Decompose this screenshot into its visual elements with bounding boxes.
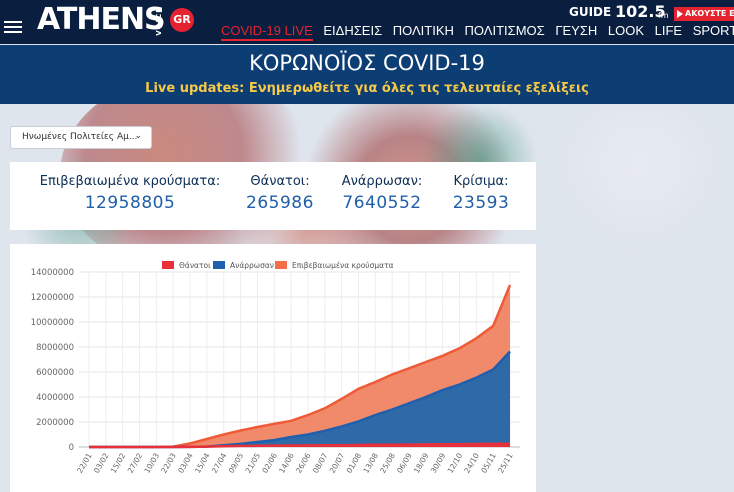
x-tick-label: 22/03 bbox=[159, 451, 178, 474]
nav-item-news[interactable]: ΕΙΔΗΣΕΙΣ bbox=[323, 23, 383, 38]
stat-confirmed-label: Επιβεβαιωμένα κρούσματα: bbox=[39, 174, 221, 189]
x-tick-label: 20/07 bbox=[328, 451, 347, 474]
radio-guide-label[interactable]: GUIDE bbox=[569, 5, 612, 19]
series-line-deaths bbox=[89, 442, 511, 449]
x-tick-label: 27/02 bbox=[126, 451, 145, 474]
stat-critical-label: Κρίσιμα: bbox=[453, 174, 509, 189]
y-tick-label: 8000000 bbox=[36, 343, 74, 353]
x-tick-label: 21/05 bbox=[244, 451, 263, 474]
series-area-deaths bbox=[89, 443, 510, 447]
x-tick-label: 15/04 bbox=[193, 451, 212, 474]
stat-recovered: Ανάρρωσαν: 7640552 bbox=[336, 174, 428, 213]
chart-svg: 0 2000000 4000000 6000000 8000000 10000000 120… bbox=[31, 261, 520, 475]
x-tick-label: 01/08 bbox=[345, 451, 364, 474]
stat-confirmed-value: 12958805 bbox=[84, 193, 176, 213]
stat-deaths-label: Θάνατοι: bbox=[250, 174, 310, 189]
nav-item-politics[interactable]: ΠΟΛΙΤΙΚΗ bbox=[392, 23, 454, 38]
x-tick-label: 22/01 bbox=[75, 451, 94, 474]
x-tick-label: 10/03 bbox=[142, 451, 161, 474]
nav-item-look[interactable]: LOOK bbox=[607, 23, 644, 38]
x-tick-label: 13/08 bbox=[361, 451, 380, 474]
radio-unit: fm bbox=[658, 11, 669, 20]
page-banner: ΚΟΡΩΝΟΪΟΣ COVID-19 Live updates: Ενημερω… bbox=[0, 45, 734, 104]
legend-item-label: Θάνατοι bbox=[179, 261, 211, 270]
x-tick-label: 03/04 bbox=[176, 451, 195, 474]
top-navigation-bar: ATHENS VOICE GR GUIDE 102.5 fm ΑΚΟΥΣΤΕ Ε… bbox=[0, 0, 734, 44]
logo-voice: VOICE bbox=[155, 7, 163, 36]
nav-item-culture[interactable]: ΠΟΛΙΤΙΣΜΟΣ bbox=[464, 23, 545, 38]
page-subtitle: Live updates: Ενημερωθείτε για όλες τις … bbox=[145, 81, 589, 96]
stats-panel: Επιβεβαιωμένα κρούσματα: 12958805 Θάνατο… bbox=[10, 162, 536, 230]
nav-item-taste[interactable]: ΓΕΥΣΗ bbox=[555, 23, 598, 38]
legend-item-label: Ανάρρωσαν bbox=[230, 261, 274, 270]
x-tick-label: 05/11 bbox=[479, 451, 498, 474]
x-tick-label: 14/06 bbox=[277, 451, 296, 474]
x-tick-label: 25/11 bbox=[496, 451, 515, 474]
x-tick-label: 30/09 bbox=[429, 451, 448, 474]
logo-gr-badge: GR bbox=[170, 8, 194, 32]
listen-live-button[interactable]: ΑΚΟΥΣΤΕ ΕΔΩ bbox=[674, 7, 734, 21]
x-tick-label: 03/02 bbox=[92, 451, 111, 474]
y-tick-label: 0 bbox=[69, 443, 74, 453]
y-tick-label: 12000000 bbox=[31, 293, 74, 303]
x-tick-label: 12/10 bbox=[446, 451, 465, 474]
y-tick-label: 10000000 bbox=[31, 318, 74, 328]
x-tick-label: 26/06 bbox=[294, 451, 313, 474]
legend-item-label: Επιβεβαιωμένα κρούσματα bbox=[292, 261, 394, 270]
x-tick-label: 02/06 bbox=[260, 451, 279, 474]
x-tick-label: 25/08 bbox=[378, 451, 397, 474]
stat-deaths: Θάνατοι: 265986 bbox=[238, 174, 322, 213]
y-tick-label: 14000000 bbox=[31, 268, 74, 278]
stat-recovered-value: 7640552 bbox=[342, 193, 422, 213]
legend-swatch bbox=[213, 261, 225, 269]
x-tick-label: 06/09 bbox=[395, 451, 414, 474]
stat-critical: Κρίσιμα: 23593 bbox=[445, 174, 517, 213]
legend-swatch bbox=[275, 261, 287, 269]
nav-item-sport[interactable]: SPORT bbox=[692, 23, 734, 38]
radio-frequency: 102.5 bbox=[615, 2, 666, 21]
covid-chart: 0 2000000 4000000 6000000 8000000 10000000 120… bbox=[10, 244, 536, 492]
logo-text: ATHENS bbox=[37, 2, 166, 37]
nav-item-covid[interactable]: COVID-19 LIVE bbox=[221, 23, 313, 41]
page-title: ΚΟΡΩΝΟΪΟΣ COVID-19 bbox=[249, 51, 485, 75]
y-tick-label: 4000000 bbox=[36, 393, 74, 403]
x-tick-label: 27/04 bbox=[210, 451, 229, 474]
country-dropdown[interactable]: Ηνωμένες Πολιτείες Αμ... ⌄ bbox=[10, 126, 152, 149]
main-nav: COVID-19 LIVE ΕΙΔΗΣΕΙΣ ΠΟΛΙΤΙΚΗ ΠΟΛΙΤΙΣΜ… bbox=[221, 23, 734, 41]
x-tick-label: 09/05 bbox=[227, 451, 246, 474]
menu-icon[interactable] bbox=[4, 21, 22, 33]
country-dropdown-value: Ηνωμένες Πολιτείες Αμ... bbox=[22, 132, 138, 142]
x-tick-label: 08/07 bbox=[311, 451, 330, 474]
x-tick-label: 15/02 bbox=[109, 451, 128, 474]
series-area-recovered bbox=[89, 351, 510, 447]
y-tick-label: 2000000 bbox=[36, 418, 74, 428]
y-tick-label: 6000000 bbox=[36, 368, 74, 378]
chevron-down-icon: ⌄ bbox=[134, 131, 142, 141]
x-tick-label: 24/10 bbox=[462, 451, 481, 474]
legend-swatch bbox=[162, 261, 174, 269]
stat-critical-value: 23593 bbox=[452, 193, 510, 213]
stat-confirmed: Επιβεβαιωμένα κρούσματα: 12958805 bbox=[35, 174, 225, 213]
stat-deaths-value: 265986 bbox=[246, 193, 314, 213]
x-tick-label: 18/09 bbox=[412, 451, 431, 474]
stat-recovered-label: Ανάρρωσαν: bbox=[341, 174, 423, 189]
nav-item-life[interactable]: LIFE bbox=[654, 23, 683, 38]
